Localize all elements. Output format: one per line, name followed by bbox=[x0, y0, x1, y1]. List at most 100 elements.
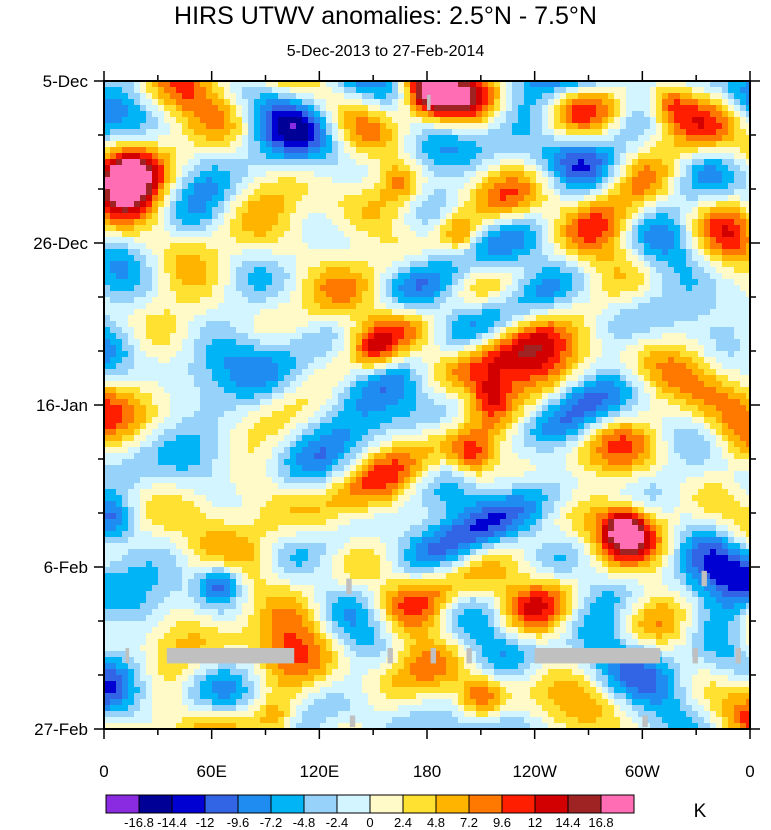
field-cell bbox=[446, 207, 453, 214]
field-cell bbox=[716, 327, 723, 334]
field-cell bbox=[614, 237, 621, 244]
field-cell bbox=[614, 171, 621, 178]
field-cell bbox=[524, 117, 531, 124]
field-cell bbox=[224, 213, 231, 220]
field-cell bbox=[722, 99, 729, 106]
field-cell bbox=[314, 141, 321, 148]
field-cell bbox=[374, 147, 381, 154]
field-cell bbox=[458, 189, 465, 196]
field-cell bbox=[380, 81, 387, 88]
field-cell bbox=[134, 213, 141, 220]
field-cell bbox=[632, 285, 639, 292]
field-cell bbox=[674, 189, 681, 196]
field-cell bbox=[488, 177, 495, 184]
field-cell bbox=[560, 225, 567, 232]
field-cell bbox=[650, 123, 657, 130]
field-cell bbox=[518, 129, 525, 136]
field-cell bbox=[146, 225, 153, 232]
field-cell bbox=[356, 111, 363, 118]
field-cell bbox=[710, 303, 717, 310]
field-cell bbox=[254, 123, 261, 130]
field-cell bbox=[674, 297, 681, 304]
field-cell bbox=[476, 249, 483, 256]
field-cell bbox=[170, 141, 177, 148]
field-cell bbox=[158, 135, 165, 142]
field-cell bbox=[584, 177, 591, 184]
field-cell bbox=[350, 255, 357, 262]
field-cell bbox=[350, 327, 357, 334]
field-cell bbox=[482, 315, 489, 322]
field-cell bbox=[590, 315, 597, 322]
field-cell bbox=[362, 213, 369, 220]
field-cell bbox=[158, 225, 165, 232]
field-cell bbox=[470, 339, 477, 346]
field-cell bbox=[302, 255, 309, 262]
field-cell bbox=[122, 219, 129, 226]
field-cell bbox=[650, 81, 657, 88]
field-cell bbox=[656, 105, 663, 112]
field-cell bbox=[152, 237, 159, 244]
field-cell bbox=[644, 237, 651, 244]
field-cell bbox=[602, 285, 609, 292]
field-cell bbox=[638, 219, 645, 226]
field-cell bbox=[554, 327, 561, 334]
field-cell bbox=[692, 333, 699, 340]
field-cell bbox=[608, 99, 615, 106]
field-cell bbox=[518, 285, 525, 292]
field-cell bbox=[722, 105, 729, 112]
field-cell bbox=[632, 225, 639, 232]
field-cell bbox=[200, 159, 207, 166]
field-cell bbox=[278, 255, 285, 262]
field-cell bbox=[224, 135, 231, 142]
field-cell bbox=[182, 105, 189, 112]
field-cell bbox=[398, 255, 405, 262]
field-cell bbox=[332, 129, 339, 136]
field-cell bbox=[248, 183, 255, 190]
field-cell bbox=[404, 117, 411, 124]
field-cell bbox=[254, 291, 261, 298]
field-cell bbox=[644, 111, 651, 118]
field-cell bbox=[428, 351, 435, 358]
field-cell bbox=[416, 285, 423, 292]
field-cell bbox=[722, 147, 729, 154]
field-cell bbox=[374, 189, 381, 196]
field-cell bbox=[536, 237, 543, 244]
field-cell bbox=[302, 219, 309, 226]
field-cell bbox=[464, 321, 471, 328]
field-cell bbox=[686, 279, 693, 286]
field-cell bbox=[176, 105, 183, 112]
field-cell bbox=[260, 291, 267, 298]
field-cell bbox=[644, 297, 651, 304]
field-cell bbox=[524, 231, 531, 238]
field-cell bbox=[428, 105, 435, 112]
field-cell bbox=[158, 303, 165, 310]
field-cell bbox=[470, 183, 477, 190]
field-cell bbox=[272, 255, 279, 262]
field-cell bbox=[680, 147, 687, 154]
field-cell bbox=[572, 249, 579, 256]
field-cell bbox=[614, 219, 621, 226]
field-cell bbox=[674, 177, 681, 184]
field-cell bbox=[746, 123, 751, 130]
field-cell bbox=[596, 225, 603, 232]
field-cell bbox=[236, 357, 243, 364]
field-cell bbox=[182, 285, 189, 292]
field-cell bbox=[614, 201, 621, 208]
field-cell bbox=[110, 243, 117, 250]
field-cell bbox=[290, 111, 297, 118]
field-cell bbox=[728, 201, 735, 208]
field-cell bbox=[524, 189, 531, 196]
field-cell bbox=[254, 303, 261, 310]
field-cell bbox=[242, 81, 249, 88]
field-cell bbox=[308, 213, 315, 220]
field-cell bbox=[518, 99, 525, 106]
field-cell bbox=[674, 99, 681, 106]
field-cell bbox=[446, 219, 453, 226]
field-cell bbox=[266, 183, 273, 190]
field-cell bbox=[248, 315, 255, 322]
field-cell bbox=[152, 255, 159, 262]
field-cell bbox=[578, 207, 585, 214]
field-cell bbox=[182, 171, 189, 178]
field-cell bbox=[356, 243, 363, 250]
field-cell bbox=[398, 291, 405, 298]
